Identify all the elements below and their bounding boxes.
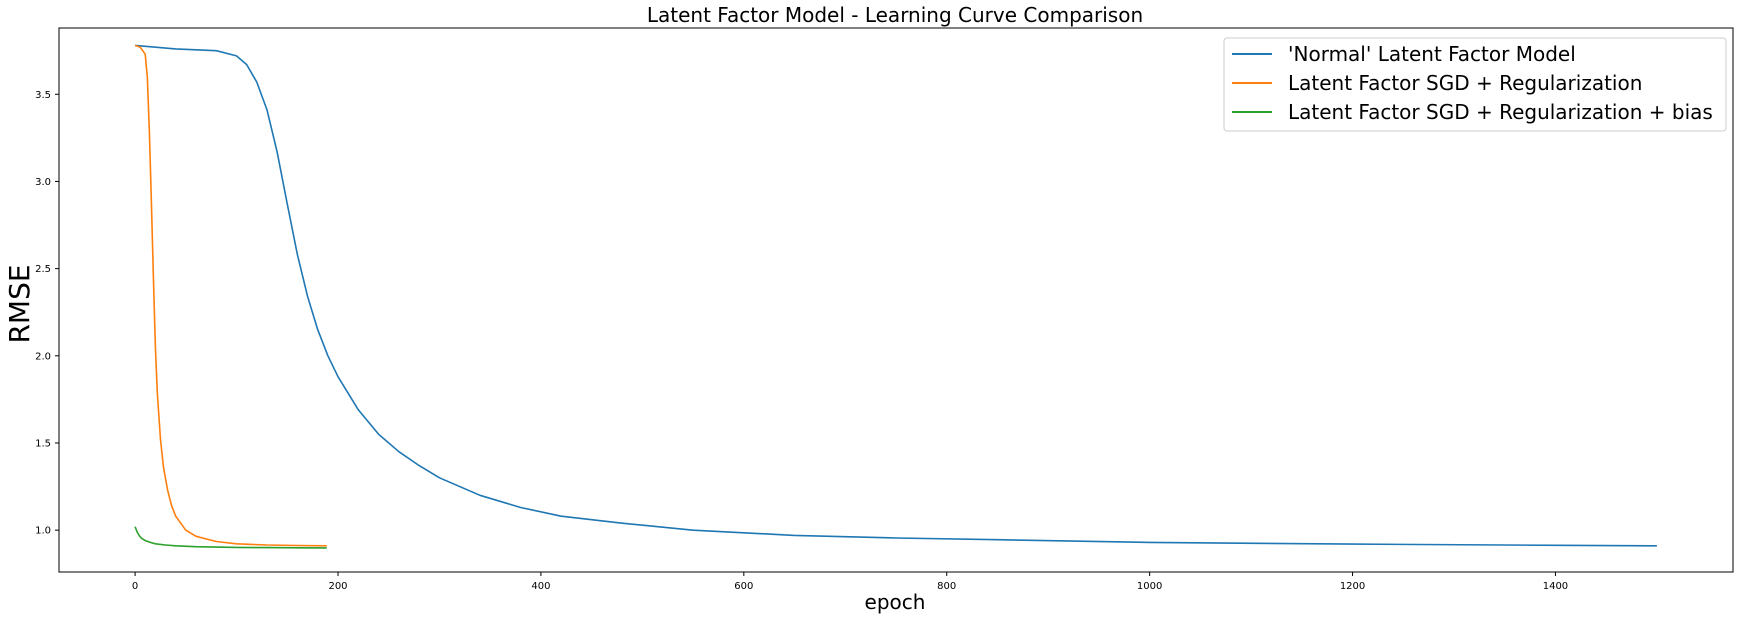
series-layer — [134, 44, 1657, 549]
x-axis: 0 200 400 600 800 1000 1200 1400 — [132, 572, 1568, 592]
x-tick-label: 1000 — [1137, 581, 1162, 592]
legend-label-1: 'Normal' Latent Factor Model — [1288, 42, 1576, 66]
x-tick-label: 1400 — [1543, 581, 1568, 592]
y-tick-label: 1.0 — [35, 526, 51, 537]
x-tick-label: 200 — [328, 581, 347, 592]
x-tick-label: 800 — [937, 581, 956, 592]
y-tick-label: 2.5 — [35, 264, 51, 275]
legend-label-2: Latent Factor SGD + Regularization — [1288, 71, 1642, 95]
y-axis-label: RMSE — [3, 264, 36, 343]
x-tick-label: 0 — [132, 581, 138, 592]
y-axis: 1.0 1.5 2.0 2.5 3.0 3.5 — [35, 90, 59, 537]
series-line-2 — [134, 44, 327, 547]
x-tick-label: 400 — [531, 581, 550, 592]
plot-area — [58, 27, 1734, 573]
legend-box — [1223, 37, 1727, 132]
y-tick-label: 3.0 — [35, 177, 51, 188]
y-tick-label: 3.5 — [35, 90, 51, 101]
y-tick-label: 2.0 — [35, 351, 51, 362]
chart-title: Latent Factor Model - Learning Curve Com… — [647, 3, 1143, 27]
legend: 'Normal' Latent Factor Model Latent Facto… — [1223, 37, 1727, 132]
x-tick-label: 1200 — [1340, 581, 1365, 592]
y-tick-label: 1.5 — [35, 438, 51, 449]
legend-label-3: Latent Factor SGD + Regularization + bia… — [1288, 100, 1713, 124]
series-line-3 — [134, 526, 327, 549]
x-axis-label: epoch — [865, 590, 926, 614]
series-line-1 — [135, 44, 1657, 547]
x-tick-label: 600 — [734, 581, 753, 592]
